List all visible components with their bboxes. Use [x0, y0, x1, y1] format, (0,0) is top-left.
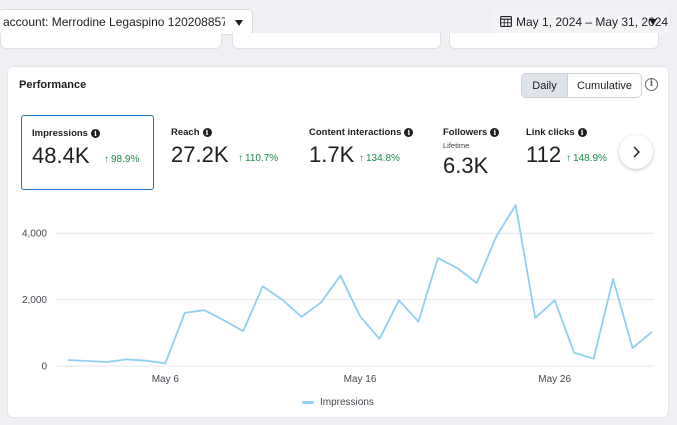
metric-label: Link clicks i [526, 127, 587, 138]
metric-followers[interactable]: Followers i Lifetime 6.3K [433, 115, 513, 190]
metric-change: ↑ 148.9% [566, 153, 607, 164]
date-range-selector[interactable]: May 1, 2024 – May 31, 2024 [492, 9, 668, 35]
metric-reach[interactable]: Reach i 27.2K ↑ 110.7% [161, 115, 291, 190]
info-icon[interactable]: i [202, 128, 212, 137]
summary-card-edge [232, 33, 441, 49]
daily-toggle-button[interactable]: Daily [522, 74, 568, 97]
chart-legend: Impressions [302, 397, 374, 408]
date-range-label: May 1, 2024 – May 31, 2024 [516, 15, 669, 29]
cumulative-toggle-button[interactable]: Cumulative [568, 74, 641, 97]
metric-label: Reach i [171, 127, 212, 138]
y-tick-label: 0 [41, 362, 47, 373]
calendar-icon [500, 16, 512, 27]
metric-change: ↑ 134.8% [359, 153, 400, 164]
info-icon[interactable]: i [90, 129, 100, 138]
view-toggle: Daily Cumulative [521, 73, 642, 98]
info-icon[interactable]: i [645, 78, 658, 91]
impressions-chart: 0 2,000 4,000 May 6 May 16 May 26 [22, 204, 654, 385]
arrow-up-icon: ↑ [359, 153, 364, 164]
metric-change: ↑ 110.7% [238, 153, 279, 164]
legend-swatch [302, 401, 314, 404]
summary-card-edge [0, 33, 222, 49]
info-icon[interactable]: i [490, 128, 500, 137]
metric-change: ↑ 98.9% [104, 154, 140, 165]
metric-value: 27.2K [171, 142, 229, 167]
metric-value: 6.3K [443, 153, 489, 178]
arrow-up-icon: ↑ [104, 154, 109, 165]
metric-value: 112 [526, 142, 562, 167]
y-tick-label: 2,000 [22, 295, 47, 306]
metric-label: Impressions i [32, 128, 100, 139]
arrow-up-icon: ↑ [238, 153, 243, 164]
metric-value: 48.4K [32, 143, 90, 168]
metric-label: Followers i [443, 127, 500, 138]
account-selector[interactable]: account: Merrodine Legaspino 12020885760… [0, 9, 253, 35]
chevron-down-icon [235, 20, 243, 26]
top-bar: account: Merrodine Legaspino 12020885760… [0, 0, 677, 44]
performance-card: Performance Daily Cumulative i Impressio… [7, 66, 669, 418]
info-icon[interactable]: i [404, 128, 414, 137]
metric-link-clicks[interactable]: Link clicks i 112 ↑ 148.9% [516, 115, 616, 190]
x-tick-label: May 16 [344, 374, 377, 385]
next-metrics-button[interactable] [619, 135, 653, 169]
series-line-impressions [67, 204, 653, 365]
legend-label: Impressions [320, 397, 374, 408]
metric-impressions[interactable]: Impressions i 48.4K ↑ 98.9% [21, 115, 154, 190]
summary-card-edge [449, 33, 659, 49]
metric-label: Content interactions i [309, 127, 414, 138]
account-selector-label: account: Merrodine Legaspino 12020885760… [3, 15, 225, 29]
metric-value: 1.7K [309, 142, 355, 167]
metric-content-interactions[interactable]: Content interactions i 1.7K ↑ 134.8% [299, 115, 429, 190]
chevron-right-icon [633, 146, 640, 158]
chevron-down-icon [649, 19, 657, 25]
metric-sub-label: Lifetime [443, 141, 470, 150]
x-tick-label: May 6 [152, 374, 180, 385]
performance-title: Performance [19, 79, 87, 91]
arrow-up-icon: ↑ [566, 153, 571, 164]
info-icon[interactable]: i [577, 128, 587, 137]
x-tick-label: May 26 [538, 374, 571, 385]
y-tick-label: 4,000 [22, 229, 47, 240]
